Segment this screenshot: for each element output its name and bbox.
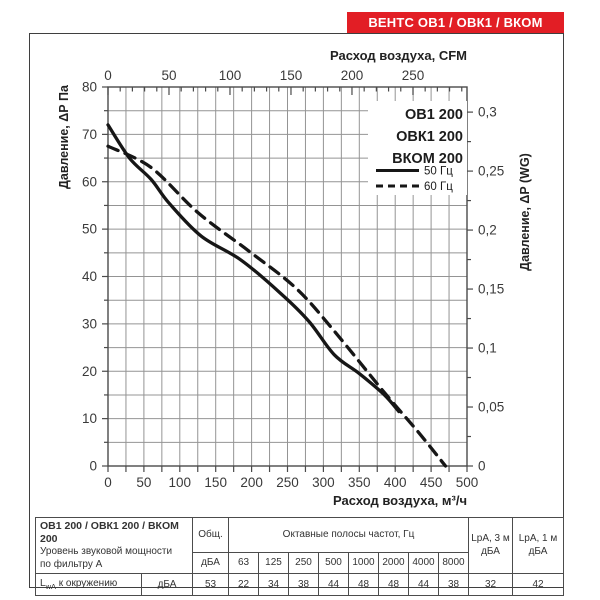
svg-text:300: 300 (312, 475, 335, 490)
value-8000: 38 (438, 573, 469, 597)
svg-text:200: 200 (240, 475, 263, 490)
svg-text:0,25: 0,25 (478, 164, 504, 179)
svg-text:0: 0 (89, 459, 97, 474)
legend-model-2: ВКОМ 200 (392, 151, 463, 167)
value-2000: 48 (378, 573, 409, 597)
value-63: 22 (228, 573, 259, 597)
svg-text:100: 100 (219, 68, 242, 83)
svg-text:0,15: 0,15 (478, 282, 504, 297)
value-500: 44 (318, 573, 349, 597)
band-63: 63 (228, 551, 259, 575)
pressure-curve-50hz (106, 123, 401, 414)
value-125: 34 (258, 573, 289, 597)
svg-text:Давление, ΔP (WG): Давление, ΔP (WG) (518, 153, 532, 271)
svg-text:0,05: 0,05 (478, 400, 504, 415)
svg-text:20: 20 (82, 364, 97, 379)
svg-text:50: 50 (82, 222, 97, 237)
row-unit: дБА (141, 573, 193, 597)
legend-entry-0: 50 Гц (424, 166, 453, 178)
svg-text:0: 0 (104, 68, 112, 83)
value-lpa3: 32 (468, 573, 513, 597)
svg-text:450: 450 (420, 475, 443, 490)
svg-text:200: 200 (341, 68, 364, 83)
table-row: LwA к окружению дБА 53 22 34 38 44 48 48… (35, 573, 564, 597)
band-2000: 2000 (378, 551, 409, 575)
legend-entry-1: 60 Гц (424, 181, 453, 193)
svg-text:50: 50 (161, 68, 176, 83)
svg-text:0,3: 0,3 (478, 105, 497, 120)
svg-text:0: 0 (478, 459, 486, 474)
x-axis-m3h: 0 50 100 150 200 250 300 350 400 450 500 Расход воз… (104, 466, 478, 508)
svg-text:250: 250 (402, 68, 425, 83)
svg-text:400: 400 (384, 475, 407, 490)
svg-text:Расход воздуха, м³/ч: Расход воздуха, м³/ч (333, 493, 467, 508)
svg-text:10: 10 (82, 411, 97, 426)
svg-text:Давление, ΔР Па: Давление, ΔР Па (57, 84, 71, 189)
svg-text:30: 30 (82, 316, 97, 331)
acoustic-data-table: ОВ1 200 / ОВК1 200 / ВКОМ 200 Уровень зв… (35, 516, 564, 597)
y-axis-wg: 0,3 0,25 0,2 0,15 0,1 0,05 0 Давление, ΔP (WG) (467, 105, 532, 474)
svg-text:250: 250 (276, 475, 299, 490)
svg-text:150: 150 (280, 68, 303, 83)
svg-text:350: 350 (348, 475, 371, 490)
svg-text:40: 40 (82, 269, 97, 284)
banner-title: ВЕНТС ОВ1 / ОВК1 / ВКОМ (368, 15, 543, 30)
band-4000: 4000 (408, 551, 439, 575)
pressure-curve-60hz (106, 144, 448, 468)
octave-group-header: Октавные полосы частот, Гц (228, 517, 469, 553)
svg-text:0,1: 0,1 (478, 341, 497, 356)
svg-text:0: 0 (104, 475, 112, 490)
value-4000: 44 (408, 573, 439, 597)
svg-text:500: 500 (456, 475, 479, 490)
table-desc-cell: ОВ1 200 / ОВК1 200 / ВКОМ 200 Уровень зв… (35, 516, 193, 575)
table-model-line: ОВ1 200 / ОВК1 200 / ВКОМ 200 (40, 520, 179, 546)
svg-text:80: 80 (82, 80, 97, 95)
table-desc-line2: по фильтру А (40, 558, 103, 570)
lpa3-header: LpA, 3 м дБА (468, 516, 513, 575)
product-banner: ВЕНТС ОВ1 / ОВК1 / ВКОМ (347, 12, 564, 33)
legend-model-0: ОВ1 200 (405, 107, 463, 123)
value-250: 38 (288, 573, 319, 597)
svg-text:150: 150 (204, 475, 227, 490)
value-total: 53 (192, 573, 229, 597)
lpa1-header: LpA, 1 м дБА (512, 516, 564, 575)
svg-text:0,2: 0,2 (478, 223, 497, 238)
x-axis-cfm: 0 50 100 150 200 250 Расход воздуха, CFM (104, 48, 467, 95)
svg-text:Расход воздуха, CFM: Расход воздуха, CFM (330, 48, 467, 63)
band-8000: 8000 (438, 551, 469, 575)
band-250: 250 (288, 551, 319, 575)
band-125: 125 (258, 551, 289, 575)
band-500: 500 (318, 551, 349, 575)
svg-text:50: 50 (136, 475, 151, 490)
table-desc-line1: Уровень звуковой мощности (40, 546, 173, 558)
y-axis-pa: 0 10 20 30 40 50 60 70 80 Давление, ΔР Па (57, 80, 108, 474)
svg-text:70: 70 (82, 127, 97, 142)
svg-text:60: 60 (82, 174, 97, 189)
row-label: LwA к окружению (35, 573, 142, 597)
value-lpa1: 42 (512, 573, 564, 597)
band-1000: 1000 (348, 551, 379, 575)
total-header: Общ. (192, 517, 229, 553)
legend-model-1: ОВК1 200 (396, 129, 463, 145)
total-unit: дБА (192, 551, 229, 575)
svg-text:100: 100 (169, 475, 192, 490)
value-1000: 48 (348, 573, 379, 597)
